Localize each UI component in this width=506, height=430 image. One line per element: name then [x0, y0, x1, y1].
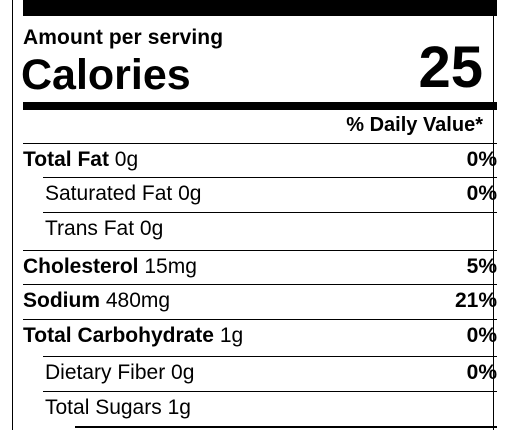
nutrient-amount: 480mg — [105, 289, 171, 312]
nutrient-row-cholesterol: Cholesterol 15mg 5% — [23, 250, 497, 284]
nutrient-label: Total Carbohydrate 1g — [23, 324, 243, 348]
nutrient-amount: 0g — [114, 148, 139, 171]
nutrient-daily-value: 0% — [466, 361, 497, 384]
nutrient-label: Dietary Fiber 0g — [45, 361, 194, 385]
added-sugars-divider — [75, 426, 497, 428]
nutrient-label: Saturated Fat 0g — [45, 182, 201, 206]
calories-label: Calories — [21, 51, 191, 99]
nutrient-name: Cholesterol — [23, 255, 139, 278]
nutrient-amount: 0g — [139, 217, 164, 240]
nutrient-row-dietary-fiber: Dietary Fiber 0g 0% — [43, 356, 497, 390]
nutrient-row-trans-fat: Trans Fat 0g — [43, 212, 497, 246]
nutrition-facts-label: Amount per serving Calories 25 % Daily V… — [12, 0, 497, 430]
nutrient-amount: 1g — [167, 396, 191, 419]
nutrient-row-total-sugars: Total Sugars 1g — [43, 391, 497, 425]
nutrient-amount: 0g — [178, 182, 202, 205]
calories-divider-bar — [23, 102, 497, 110]
nutrient-name: Total Carbohydrate — [23, 324, 214, 347]
nutrient-row-total-fat: Total Fat 0g 0% — [23, 143, 497, 177]
nutrient-name: Saturated Fat — [45, 182, 173, 205]
nutrient-label: Total Fat 0g — [23, 148, 138, 172]
nutrient-daily-value: 0% — [466, 182, 497, 205]
nutrient-label: Total Sugars 1g — [45, 396, 191, 420]
nutrient-label: Cholesterol 15mg — [23, 255, 197, 279]
nutrient-amount: 1g — [219, 324, 244, 347]
nutrient-name: Sodium — [23, 289, 100, 312]
nutrient-daily-value: 0% — [466, 148, 497, 171]
nutrient-amount: 15mg — [144, 255, 197, 278]
nutrient-row-sodium: Sodium 480mg 21% — [23, 284, 497, 318]
nutrient-label: Trans Fat 0g — [45, 217, 163, 241]
nutrient-row-total-carbohydrate: Total Carbohydrate 1g 0% — [23, 319, 497, 353]
daily-value-header: % Daily Value* — [346, 114, 483, 136]
nutrient-name: Total Sugars — [45, 396, 162, 419]
nutrient-row-saturated-fat: Saturated Fat 0g 0% — [43, 177, 497, 211]
amount-per-serving-text: Amount per serving — [23, 26, 224, 49]
nutrient-name: Dietary Fiber — [45, 361, 166, 384]
nutrient-daily-value: 21% — [454, 289, 497, 312]
calories-value: 25 — [418, 35, 483, 100]
nutrient-daily-value: 5% — [466, 255, 497, 278]
nutrient-name: Trans Fat — [45, 217, 135, 240]
nutrient-amount: 0g — [171, 361, 195, 384]
nutrient-daily-value: 0% — [466, 324, 497, 347]
nutrient-name: Total Fat — [23, 148, 109, 171]
top-thick-bar — [23, 0, 497, 16]
nutrient-label: Sodium 480mg — [23, 289, 170, 313]
